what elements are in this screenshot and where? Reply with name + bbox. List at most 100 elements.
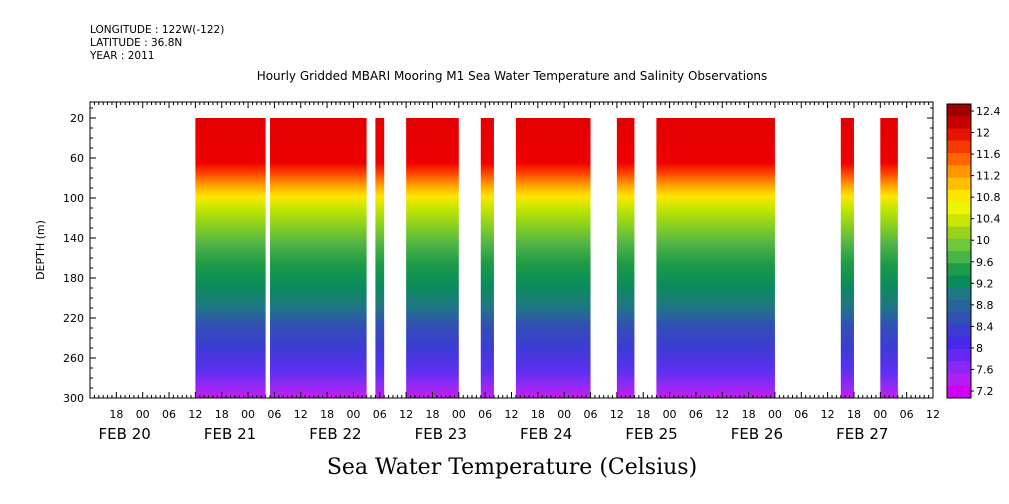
data-segment-2 (270, 118, 367, 398)
colorbar-label-4: 10.8 (976, 191, 1001, 204)
y-axis: 20 60 100 140 180 220 260 300 (63, 107, 933, 405)
x-tick-label-150: 06 (689, 408, 703, 421)
date-label-48: FEB 21 (204, 425, 256, 443)
y-tick-label-300: 300 (63, 392, 84, 405)
date-label-72: FEB 22 (309, 425, 361, 443)
colorbar-swatch-18 (947, 324, 971, 338)
colorbar-swatch-13 (947, 263, 971, 276)
colorbar-label-7: 9.6 (976, 256, 994, 269)
y-tick-label-260: 260 (63, 352, 84, 365)
x-tick-label-168: 00 (768, 408, 782, 421)
y-tick-label-60: 60 (70, 152, 84, 165)
colorbar-swatch-0 (947, 104, 971, 117)
x-tick-label-180: 12 (821, 408, 835, 421)
x-tick-label-144: 00 (663, 408, 677, 421)
x-tick-label-204: 12 (926, 408, 940, 421)
x-tick-label-24: 00 (136, 408, 150, 421)
x-tick-label-96: 00 (452, 408, 466, 421)
colorbar-swatch-20 (947, 349, 971, 362)
y-tick-label-140: 140 (63, 232, 84, 245)
colorbar-swatch-12 (947, 251, 971, 264)
x-tick-label-120: 00 (557, 408, 571, 421)
y-tick-label-220: 220 (63, 312, 84, 325)
colorbar-label-0: 12.4 (976, 105, 1001, 118)
date-label-120: FEB 24 (520, 425, 572, 443)
colorbar-label-8: 9.2 (976, 277, 994, 290)
colorbar-swatch-15 (947, 287, 971, 301)
colorbar: 12.4 12 11.6 11.2 10.8 10.4 10 9.6 9.2 8.8 8.4 8 7.6… (946, 103, 1001, 399)
x-tick-label-30: 06 (162, 408, 176, 421)
x-tick-label-84: 12 (399, 408, 413, 421)
data-segment-6 (515, 118, 591, 398)
x-tick-label-132: 12 (610, 408, 624, 421)
colorbar-frame (946, 103, 972, 399)
colorbar-label-2: 11.6 (976, 148, 1001, 161)
colorbar-swatch-3 (947, 140, 971, 154)
colorbar-swatch-4 (947, 153, 971, 166)
colorbar-swatch-1 (947, 116, 971, 129)
colorbar-swatch-9 (947, 214, 971, 227)
colorbar-swatch-22 (947, 373, 971, 387)
colorbar-swatch-16 (947, 300, 971, 313)
x-tick-label-90: 18 (425, 408, 439, 421)
x-tick-label-36: 12 (188, 408, 202, 421)
x-tick-label-102: 06 (478, 408, 492, 421)
x-tick-label-126: 06 (584, 408, 598, 421)
colorbar-label-3: 11.2 (976, 170, 1001, 183)
colorbar-swatch-2 (947, 128, 971, 142)
x-tick-label-60: 12 (294, 408, 308, 421)
date-label-96: FEB 23 (415, 425, 467, 443)
x-axis-label: Sea Water Temperature (Celsius) (327, 455, 697, 480)
x-tick-label-72: 00 (346, 408, 360, 421)
data-segment-1 (195, 118, 266, 398)
x-tick-label-66: 18 (320, 408, 334, 421)
x-tick-label-114: 18 (531, 408, 545, 421)
y-tick-label-20: 20 (70, 112, 84, 125)
data-segment-4 (406, 118, 459, 398)
data-segment-10 (880, 118, 898, 398)
x-tick-label-174: 06 (794, 408, 808, 421)
x-tick-label-198: 06 (900, 408, 914, 421)
date-label-24: FEB 20 (99, 425, 151, 443)
data-segment-8 (656, 118, 775, 398)
latitude-label: LATITUDE : 36.8N (90, 37, 183, 49)
x-tick-label-162: 18 (742, 408, 756, 421)
chart-title: Hourly Gridded MBARI Mooring M1 Sea Wate… (257, 69, 768, 83)
x-axis: 18 00 06 12 18 00 06 12 18 00 06 12 18 00 06 12 18 00 06 12… (89, 102, 940, 443)
data-segment-3 (375, 118, 385, 398)
colorbar-swatch-8 (947, 202, 971, 215)
colorbar-swatch-6 (947, 177, 971, 191)
colorbar-label-11: 8 (976, 342, 983, 355)
colorbar-swatch-21 (947, 361, 971, 374)
data-segment-7 (616, 118, 635, 398)
x-tick-label-48: 00 (241, 408, 255, 421)
year-label: YEAR : 2011 (90, 50, 155, 62)
colorbar-swatch-14 (947, 275, 971, 289)
colorbar-swatch-23 (947, 385, 971, 399)
x-tick-label-18: 18 (109, 408, 123, 421)
data-segment-9 (840, 118, 854, 398)
x-tick-label-138: 18 (636, 408, 650, 421)
colorbar-label-12: 7.6 (976, 363, 994, 376)
colorbar-swatch-5 (947, 165, 971, 178)
y-axis-label: DEPTH (m) (34, 220, 47, 280)
longitude-label: LONGITUDE : 122W(-122) (90, 24, 225, 36)
x-tick-label-78: 06 (373, 408, 387, 421)
data-segment-5 (480, 118, 494, 398)
colorbar-label-13: 7.2 (976, 385, 994, 398)
colorbar-label-5: 10.4 (976, 213, 1001, 226)
x-tick-label-156: 12 (715, 408, 729, 421)
x-tick-label-54: 06 (267, 408, 281, 421)
colorbar-swatch-11 (947, 238, 971, 252)
x-tick-label-186: 18 (847, 408, 861, 421)
data-segments (195, 118, 898, 398)
date-label-168: FEB 26 (731, 425, 783, 443)
x-tick-label-192: 00 (873, 408, 887, 421)
x-tick-label-42: 18 (215, 408, 229, 421)
colorbar-swatch-7 (947, 189, 971, 203)
colorbar-swatch-17 (947, 312, 971, 325)
y-tick-label-180: 180 (63, 272, 84, 285)
colorbar-swatch-10 (947, 226, 971, 240)
date-label-192: FEB 27 (836, 425, 888, 443)
